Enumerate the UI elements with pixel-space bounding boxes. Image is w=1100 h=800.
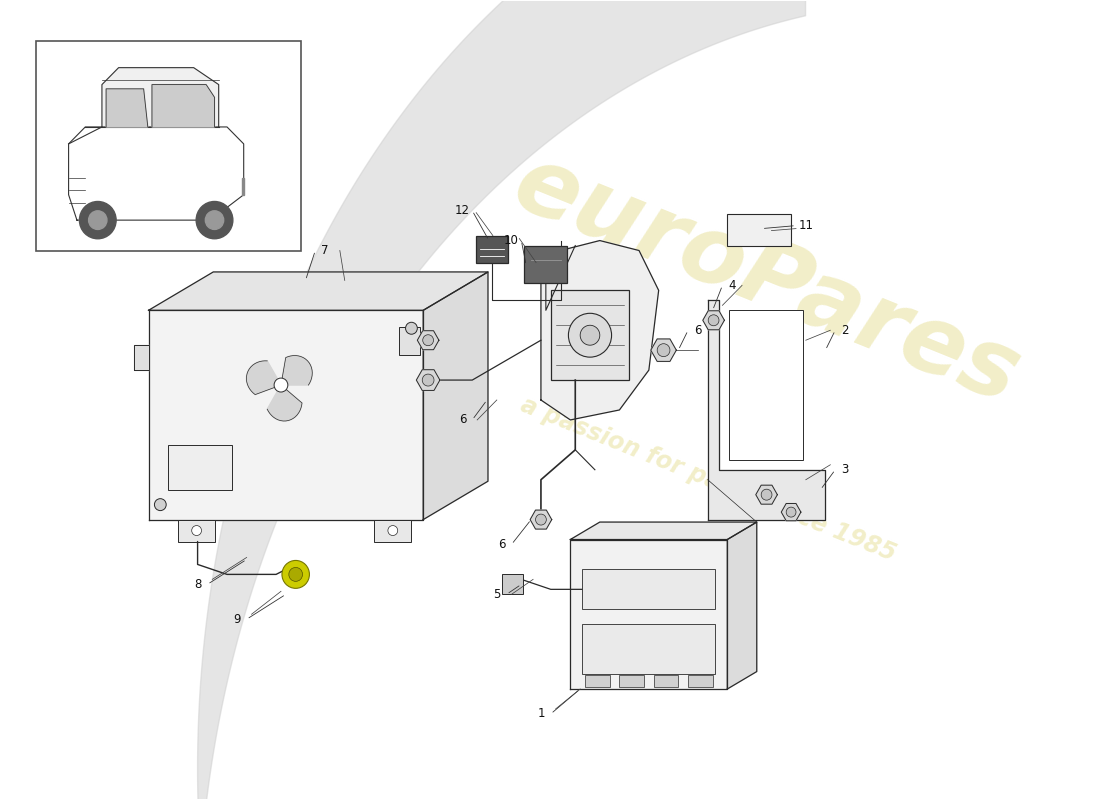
Polygon shape [148,272,488,310]
Polygon shape [242,178,244,194]
Circle shape [274,378,288,392]
Polygon shape [417,370,440,390]
Polygon shape [417,330,439,350]
Bar [727,214,791,246]
Text: 9: 9 [233,613,241,626]
Circle shape [196,202,233,238]
Circle shape [89,211,107,230]
Text: 6: 6 [498,538,505,551]
Polygon shape [541,241,659,420]
Polygon shape [148,310,424,519]
Polygon shape [571,522,757,539]
Polygon shape [651,339,676,362]
Text: 6: 6 [459,414,466,426]
Circle shape [786,507,796,517]
Text: 12: 12 [455,204,470,217]
Bar [168,445,232,490]
Bar [729,310,803,460]
Polygon shape [571,539,727,689]
Text: 7: 7 [321,244,329,257]
Circle shape [761,489,772,501]
Bar [525,246,568,283]
Bar [582,570,715,610]
Polygon shape [246,361,280,394]
Polygon shape [756,485,778,504]
Circle shape [708,314,719,326]
Text: 3: 3 [842,463,849,476]
Bar [619,675,644,687]
Circle shape [569,314,612,357]
Bar [585,675,609,687]
Circle shape [206,211,223,230]
Circle shape [79,202,117,238]
Circle shape [580,326,600,345]
Text: 1: 1 [537,707,544,721]
Polygon shape [707,300,825,519]
Polygon shape [727,522,757,689]
Polygon shape [152,85,214,127]
Bar [653,675,679,687]
Polygon shape [68,127,244,220]
Circle shape [536,514,547,525]
Polygon shape [703,310,725,330]
Circle shape [422,374,435,386]
Polygon shape [106,89,147,127]
Text: 5: 5 [493,588,500,601]
Circle shape [657,344,670,357]
Polygon shape [267,385,303,421]
Circle shape [406,322,417,334]
Bar [476,235,507,263]
Polygon shape [781,503,801,521]
Circle shape [388,526,398,535]
Bar [178,519,216,542]
Polygon shape [530,510,552,529]
Circle shape [289,567,302,582]
Bar [551,290,629,380]
Polygon shape [280,355,312,385]
Text: 8: 8 [194,578,201,591]
Circle shape [282,561,309,588]
Bar [582,624,715,674]
Circle shape [154,498,166,510]
Circle shape [422,334,433,346]
Polygon shape [102,68,219,127]
Polygon shape [134,345,148,370]
Bar [374,519,411,542]
Text: 2: 2 [842,324,849,337]
Polygon shape [424,272,488,519]
Bar [502,574,524,594]
Text: euroPares: euroPares [500,138,1033,424]
Bar [398,327,420,355]
Circle shape [191,526,201,535]
Text: 6: 6 [694,324,702,337]
Text: a passion for parts since 1985: a passion for parts since 1985 [517,393,899,566]
Bar [689,675,713,687]
Text: 11: 11 [799,219,813,232]
Text: 10: 10 [504,234,519,247]
Circle shape [707,314,719,326]
Text: 4: 4 [728,279,736,292]
Bar [35,42,300,250]
Circle shape [761,489,772,500]
